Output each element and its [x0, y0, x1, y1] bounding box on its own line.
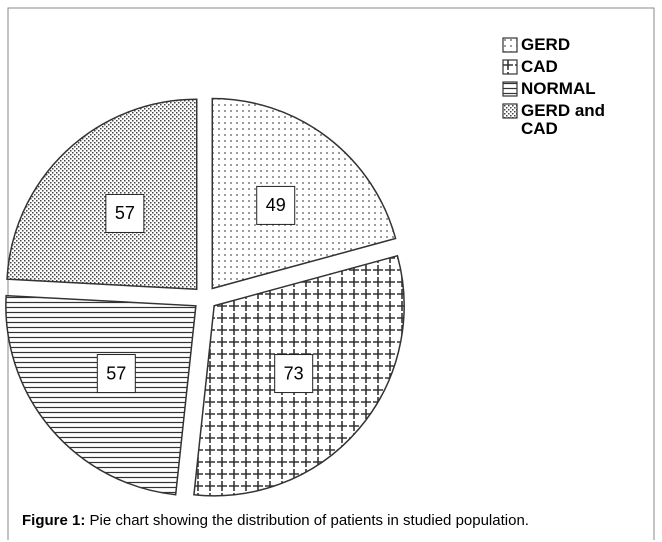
swatch — [502, 37, 518, 53]
legend-item: GERD — [502, 36, 652, 54]
pie-slice — [5, 294, 197, 496]
pie-slice — [6, 98, 198, 291]
data-label: 57 — [115, 203, 135, 223]
swatch — [502, 103, 518, 119]
data-label: 57 — [106, 363, 126, 383]
label-box — [274, 354, 314, 394]
legend-swatch — [502, 81, 518, 97]
data-label: 49 — [266, 195, 286, 215]
data-label: 73 — [284, 363, 304, 383]
label-box — [105, 193, 145, 233]
legend-swatch — [502, 59, 518, 75]
legend: GERD CAD NORMAL GERD and CAD — [502, 36, 652, 142]
swatch — [502, 59, 518, 75]
legend-item: GERD and CAD — [502, 102, 652, 138]
legend-label: CAD — [521, 57, 558, 76]
legend-swatch — [502, 103, 518, 119]
pie-slice — [211, 97, 397, 290]
swatch — [502, 81, 518, 97]
legend-swatch — [502, 37, 518, 53]
label-box — [96, 354, 136, 394]
caption-text: Pie chart showing the distribution of pa… — [89, 512, 529, 529]
legend-item: CAD — [502, 58, 652, 76]
legend-item: NORMAL — [502, 80, 652, 98]
legend-label: GERD — [521, 35, 571, 54]
legend-label: NORMAL — [521, 79, 596, 98]
caption-label: Figure 1: — [22, 512, 86, 529]
legend-label: GERD and CAD — [521, 101, 606, 138]
caption: Figure 1: Pie chart showing the distribu… — [22, 512, 529, 529]
label-box — [256, 185, 296, 225]
